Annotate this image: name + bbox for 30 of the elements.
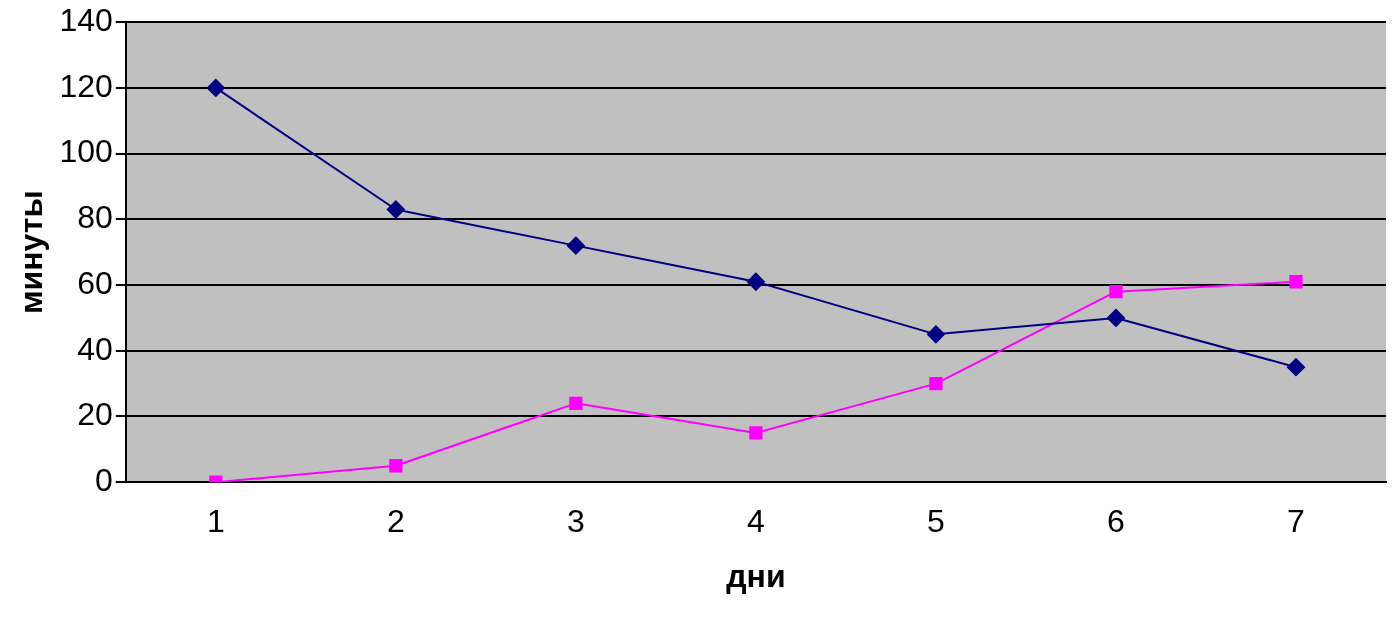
x-tick-label: 6 <box>1107 503 1125 540</box>
x-tick-label: 2 <box>386 503 405 540</box>
x-tick-label: 7 <box>1287 503 1305 540</box>
point <box>206 78 225 97</box>
point <box>569 396 583 410</box>
point <box>389 459 403 473</box>
point <box>386 200 405 219</box>
point <box>1106 308 1125 327</box>
point <box>749 426 763 440</box>
point <box>1289 275 1303 289</box>
y-tick-label: 100 <box>59 133 113 170</box>
point <box>1109 284 1123 299</box>
y-tick-label: 60 <box>77 264 113 301</box>
y-tick-label: 140 <box>59 2 113 39</box>
y-tick-label: 0 <box>94 462 113 499</box>
point <box>926 325 945 344</box>
y-tick-label: 120 <box>59 67 113 104</box>
x-tick-label: 4 <box>747 503 765 540</box>
x-tick-label: 5 <box>927 503 945 540</box>
point <box>746 272 765 291</box>
y-tick-label: 80 <box>77 199 113 236</box>
point <box>1286 358 1305 377</box>
point <box>929 376 943 391</box>
y-tick-label: 40 <box>77 330 113 367</box>
y-axis-title: минуты <box>13 190 50 315</box>
x-axis-title: дни <box>726 557 786 594</box>
x-tick-label: 1 <box>206 503 225 540</box>
y-tick-label: 20 <box>77 396 113 433</box>
x-tick-label: 3 <box>566 503 585 540</box>
point <box>566 236 585 255</box>
